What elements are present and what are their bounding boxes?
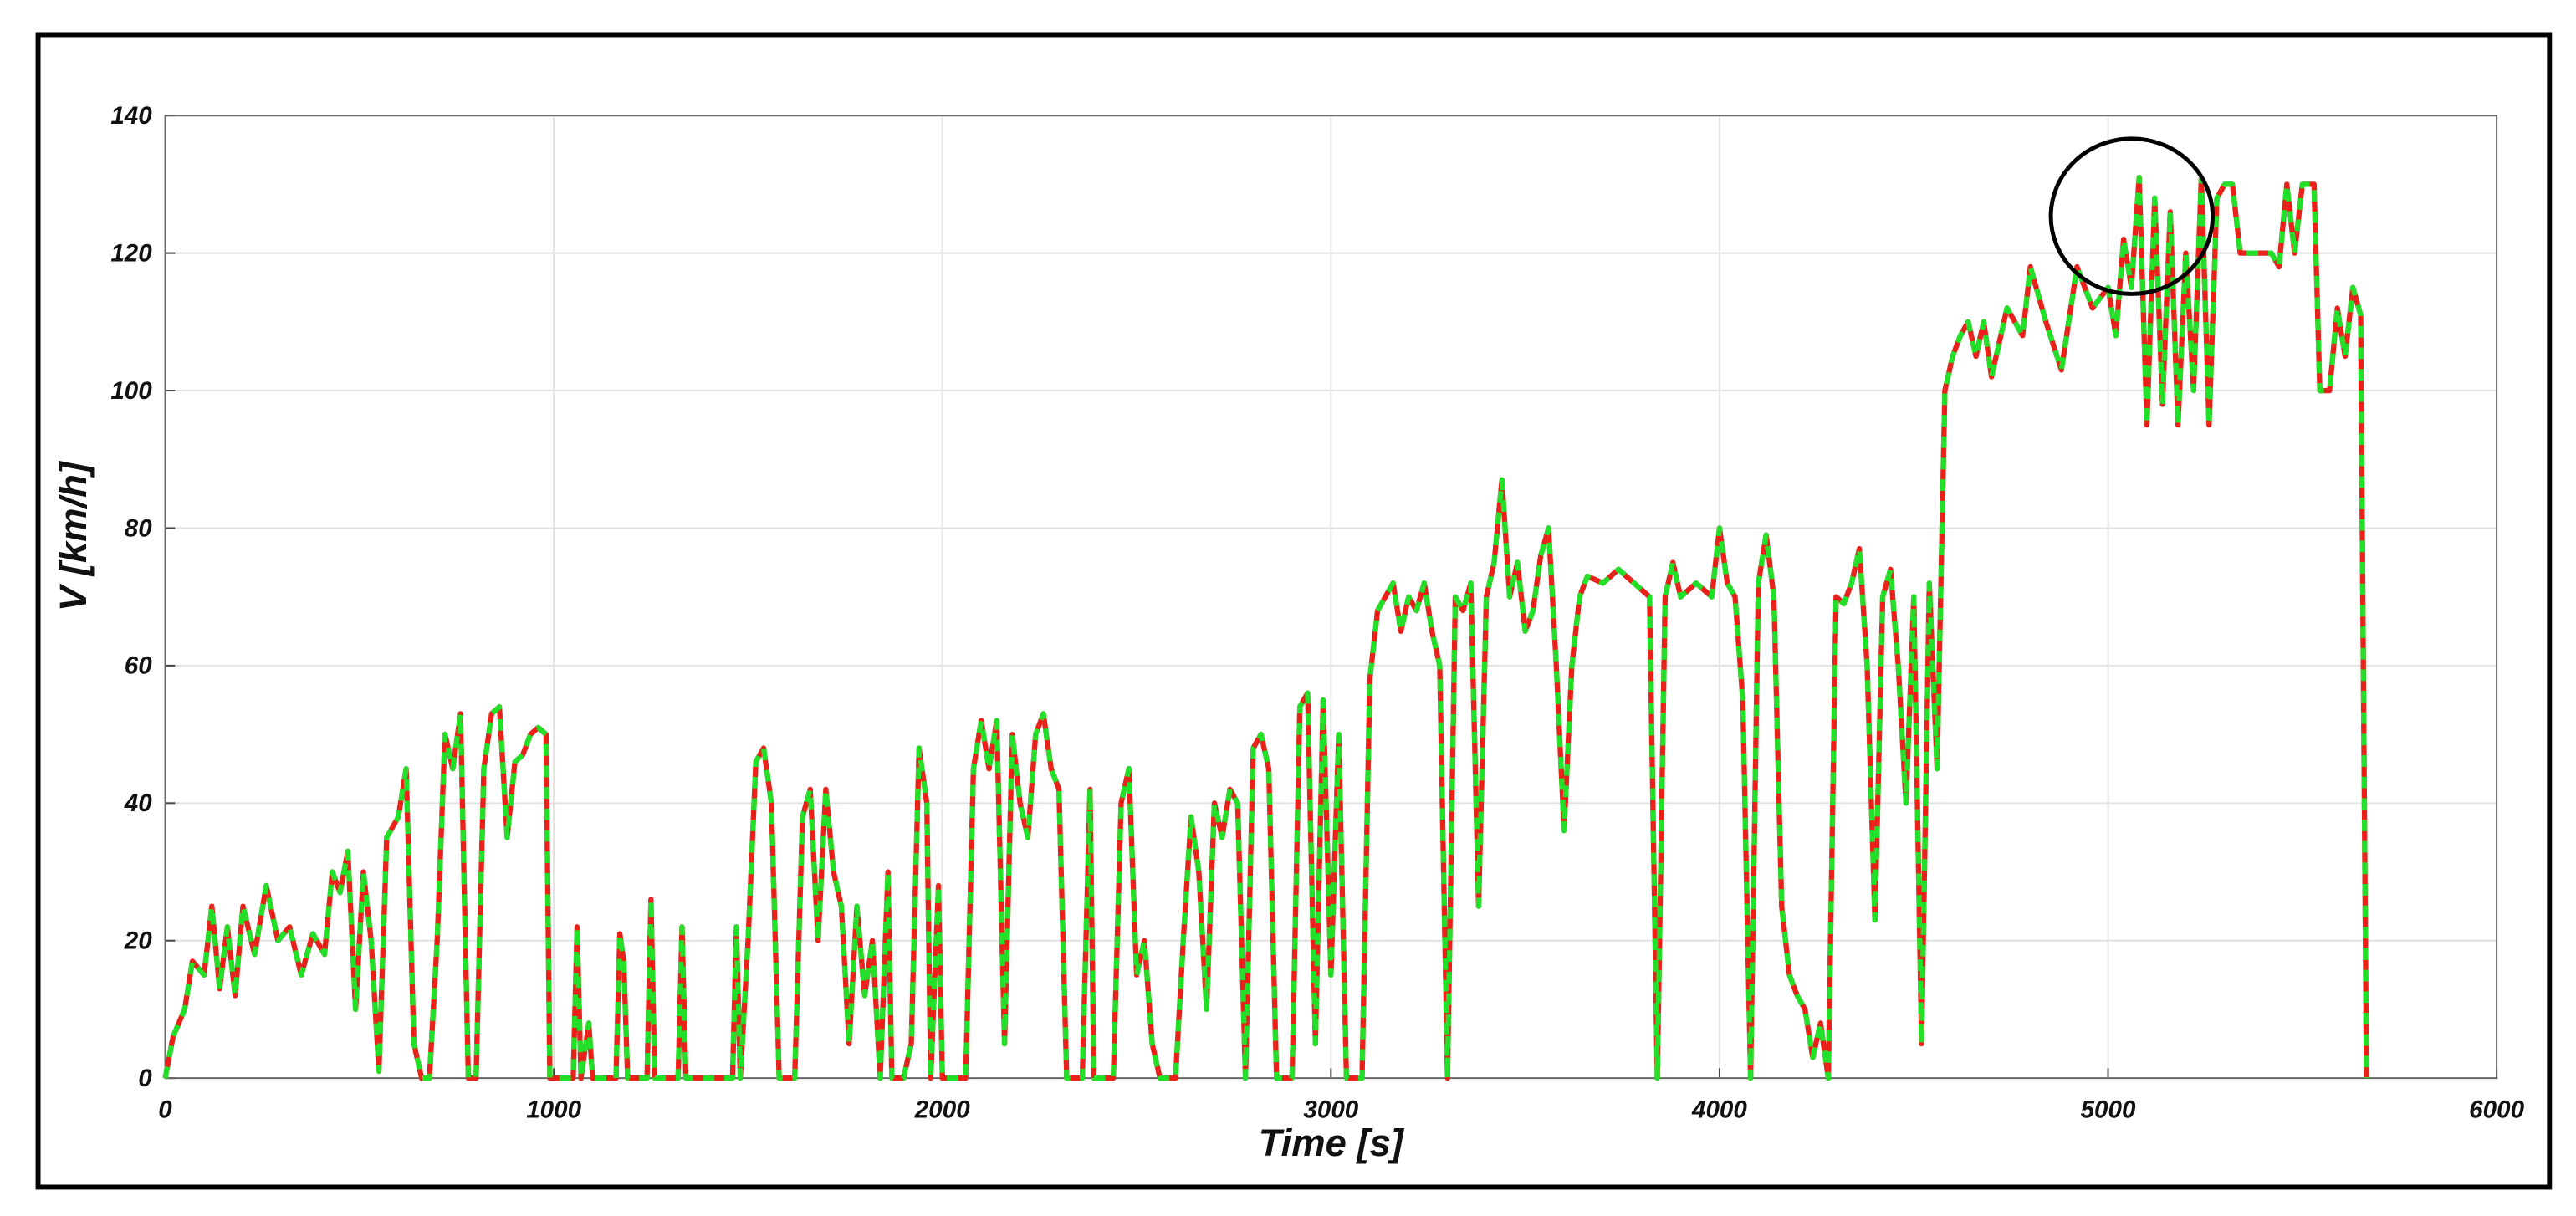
y-tick-label: 0 bbox=[138, 1065, 152, 1092]
y-tick-label: 60 bbox=[125, 652, 152, 680]
x-axis-label: Time [s] bbox=[1259, 1121, 1405, 1164]
x-tick-label: 6000 bbox=[2469, 1096, 2524, 1124]
highlight-circle bbox=[2048, 136, 2216, 296]
x-tick-label: 4000 bbox=[1691, 1096, 1747, 1124]
y-tick-label: 140 bbox=[110, 102, 152, 130]
labels: 0 1000 2000 3000 4000 5000 6000 0 20 40 60 80 100 120… bbox=[110, 102, 2524, 1123]
y-tick-label: 40 bbox=[124, 789, 152, 817]
y-axis-label: V [km/h] bbox=[52, 460, 95, 611]
y-tick-label: 20 bbox=[124, 927, 152, 955]
x-tick-label: 3000 bbox=[1303, 1096, 1358, 1124]
x-tick-label: 0 bbox=[158, 1096, 172, 1124]
y-tick-label: 120 bbox=[110, 239, 152, 267]
x-tick-label: 2000 bbox=[914, 1096, 970, 1124]
x-tick-label: 5000 bbox=[2081, 1096, 2136, 1124]
lines bbox=[162, 175, 2369, 1081]
y-tick-label: 100 bbox=[110, 377, 152, 405]
series-line bbox=[162, 175, 2369, 1081]
frame bbox=[35, 32, 2553, 1190]
y-tick-label: 80 bbox=[125, 514, 152, 542]
plot-area bbox=[164, 115, 2498, 1080]
x-tick-label: 1000 bbox=[526, 1096, 581, 1124]
